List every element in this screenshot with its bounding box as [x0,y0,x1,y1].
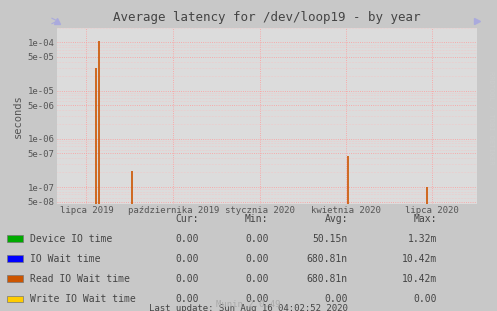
Text: Read IO Wait time: Read IO Wait time [30,274,130,284]
Text: 0.00: 0.00 [175,274,199,284]
FancyBboxPatch shape [7,235,23,243]
FancyBboxPatch shape [7,255,23,262]
Text: Munin 2.0.49: Munin 2.0.49 [216,300,281,309]
Text: 0.00: 0.00 [245,234,268,244]
Text: 10.42m: 10.42m [402,254,437,264]
Text: 10.42m: 10.42m [402,274,437,284]
Text: RRDTOOL / TOBI OETIKER: RRDTOOL / TOBI OETIKER [488,72,494,165]
Text: 0.00: 0.00 [245,254,268,264]
FancyBboxPatch shape [7,276,23,282]
Text: 0.00: 0.00 [175,294,199,304]
Y-axis label: seconds: seconds [13,94,23,138]
Text: Device IO time: Device IO time [30,234,112,244]
FancyBboxPatch shape [7,295,23,303]
Text: 0.00: 0.00 [414,294,437,304]
Text: Min:: Min: [245,214,268,224]
Text: 0.00: 0.00 [245,274,268,284]
Text: IO Wait time: IO Wait time [30,254,100,264]
Text: 0.00: 0.00 [175,254,199,264]
Text: 50.15n: 50.15n [313,234,348,244]
Text: Avg:: Avg: [325,214,348,224]
Text: Max:: Max: [414,214,437,224]
Text: 0.00: 0.00 [175,234,199,244]
Text: 0.00: 0.00 [325,294,348,304]
Text: 0.00: 0.00 [245,294,268,304]
Text: Cur:: Cur: [175,214,199,224]
Text: Last update: Sun Aug 16 04:02:52 2020: Last update: Sun Aug 16 04:02:52 2020 [149,304,348,311]
Title: Average latency for /dev/loop19 - by year: Average latency for /dev/loop19 - by yea… [113,11,421,24]
Text: 680.81n: 680.81n [307,274,348,284]
Text: 680.81n: 680.81n [307,254,348,264]
Text: Write IO Wait time: Write IO Wait time [30,294,136,304]
Text: 1.32m: 1.32m [408,234,437,244]
